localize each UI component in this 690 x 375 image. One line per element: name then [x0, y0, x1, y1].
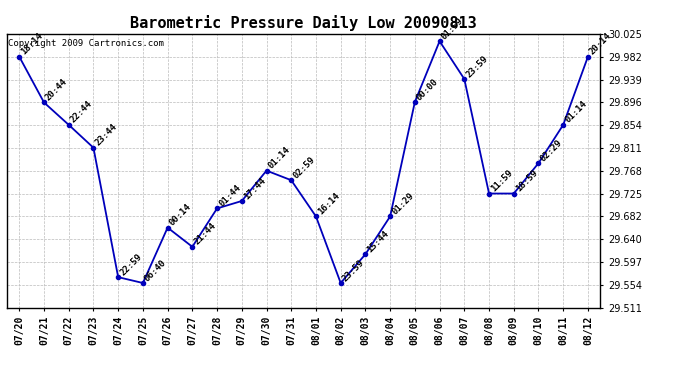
Text: 00:14: 00:14 [168, 202, 193, 228]
Text: 20:44: 20:44 [44, 77, 70, 102]
Text: 01:14: 01:14 [563, 99, 589, 125]
Text: 01:44: 01:44 [217, 183, 242, 209]
Text: 02:59: 02:59 [291, 155, 317, 180]
Text: 01:59: 01:59 [440, 16, 465, 41]
Text: 00:00: 00:00 [415, 76, 440, 102]
Text: 21:44: 21:44 [193, 221, 218, 247]
Text: 01:14: 01:14 [266, 145, 292, 171]
Text: 11:59: 11:59 [489, 168, 515, 194]
Text: 15:44: 15:44 [366, 229, 391, 254]
Text: 22:44: 22:44 [69, 99, 94, 125]
Text: 20:14: 20:14 [588, 31, 613, 57]
Title: Barometric Pressure Daily Low 20090813: Barometric Pressure Daily Low 20090813 [130, 15, 477, 31]
Text: 18:59: 18:59 [514, 168, 539, 194]
Text: 23:59: 23:59 [464, 54, 490, 79]
Text: 18:14: 18:14 [19, 31, 45, 57]
Text: 01:29: 01:29 [390, 191, 415, 216]
Text: 02:29: 02:29 [538, 138, 564, 163]
Text: 16:14: 16:14 [316, 191, 342, 216]
Text: Copyright 2009 Cartronics.com: Copyright 2009 Cartronics.com [8, 39, 164, 48]
Text: 17:44: 17:44 [241, 176, 267, 201]
Text: 23:59: 23:59 [341, 258, 366, 283]
Text: 06:40: 06:40 [143, 258, 168, 283]
Text: 22:59: 22:59 [118, 252, 144, 277]
Text: 23:44: 23:44 [93, 122, 119, 148]
